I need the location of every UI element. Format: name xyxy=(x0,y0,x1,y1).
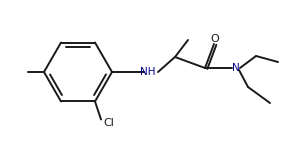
Text: Cl: Cl xyxy=(103,118,114,128)
Text: O: O xyxy=(211,34,219,44)
Text: NH: NH xyxy=(140,67,156,77)
Text: N: N xyxy=(232,63,240,73)
